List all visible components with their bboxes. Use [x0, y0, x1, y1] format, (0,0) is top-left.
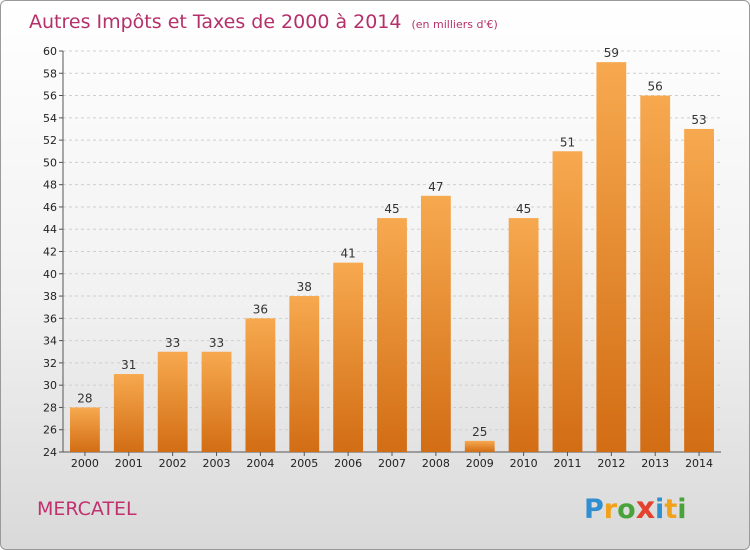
logo-letter: t — [664, 494, 677, 525]
y-tick-label: 48 — [43, 179, 57, 192]
logo-letter: i — [655, 494, 664, 525]
bar-2013 — [640, 95, 671, 453]
value-label-2002: 33 — [165, 336, 180, 350]
proxiti-logo[interactable]: Proxiti — [584, 491, 687, 526]
logo-letter: i — [677, 494, 686, 525]
bar-2010 — [508, 218, 539, 452]
x-tick-label-2001: 2001 — [115, 457, 143, 470]
x-tick-label-2010: 2010 — [510, 457, 538, 470]
y-tick-label: 36 — [43, 312, 57, 325]
x-tick-label-2007: 2007 — [378, 457, 406, 470]
value-label-2001: 31 — [121, 358, 136, 372]
y-tick-label: 32 — [43, 357, 57, 370]
y-tick-label: 28 — [43, 401, 57, 414]
y-tick-label: 60 — [43, 45, 57, 58]
x-tick-label-2008: 2008 — [422, 457, 450, 470]
value-label-2003: 33 — [209, 336, 224, 350]
value-label-2008: 47 — [428, 180, 443, 194]
value-label-2009: 25 — [472, 425, 487, 439]
value-label-2007: 45 — [384, 202, 399, 216]
y-tick-label: 52 — [43, 134, 57, 147]
value-label-2005: 38 — [297, 280, 312, 294]
y-tick-label: 50 — [43, 156, 57, 169]
bar-2005 — [289, 296, 320, 452]
value-label-2014: 53 — [691, 113, 706, 127]
x-tick-label-2006: 2006 — [334, 457, 362, 470]
x-tick-label-2005: 2005 — [290, 457, 318, 470]
bar-2012 — [596, 62, 627, 453]
x-tick-label-2013: 2013 — [641, 457, 669, 470]
value-label-2013: 56 — [648, 80, 663, 94]
logo-letter: P — [584, 494, 604, 525]
commune-name: MERCATEL — [37, 498, 137, 520]
y-tick-label: 34 — [43, 335, 57, 348]
y-tick-label: 30 — [43, 379, 57, 392]
x-tick-label-2000: 2000 — [71, 457, 99, 470]
chart-subtitle: (en milliers d'€) — [412, 18, 498, 31]
y-tick-label: 46 — [43, 201, 57, 214]
x-tick-label-2004: 2004 — [246, 457, 274, 470]
y-tick-label: 42 — [43, 246, 57, 259]
value-label-2006: 41 — [340, 247, 355, 261]
bars — [70, 62, 714, 453]
bar-2014 — [684, 128, 714, 452]
bar-2002 — [157, 351, 188, 452]
x-tick-label-2003: 2003 — [203, 457, 231, 470]
y-tick-label: 58 — [43, 67, 57, 80]
x-tick-label-2011: 2011 — [553, 457, 581, 470]
bar-2007 — [377, 218, 407, 452]
bar-2008 — [420, 195, 451, 453]
x-tick-label-2002: 2002 — [159, 457, 187, 470]
bar-2004 — [245, 318, 276, 452]
bar-2006 — [333, 262, 364, 452]
bar-2009 — [464, 440, 495, 452]
y-tick-label: 40 — [43, 268, 57, 281]
bar-2000 — [70, 407, 100, 452]
y-tick-label: 56 — [43, 90, 57, 103]
value-labels: 28 31 33 33 36 38 41 45 47 25 45 51 59 56 53 — [77, 46, 706, 439]
x-tick-label-2014: 2014 — [685, 457, 713, 470]
x-tick-label-2012: 2012 — [597, 457, 625, 470]
y-tick-label: 26 — [43, 424, 57, 437]
bar-2003 — [201, 351, 232, 452]
value-label-2012: 59 — [604, 46, 619, 60]
logo-letter: r — [604, 494, 618, 525]
bar-2011 — [552, 151, 583, 452]
x-tick-label-2009: 2009 — [466, 457, 494, 470]
value-label-2010: 45 — [516, 202, 531, 216]
y-tick-label: 24 — [43, 446, 57, 459]
chart-title: Autres Impôts et Taxes de 2000 à 2014 (en… — [29, 11, 498, 33]
y-tick-label: 54 — [43, 112, 57, 125]
y-tick-label: 44 — [43, 223, 57, 236]
chart-title-text: Autres Impôts et Taxes de 2000 à 2014 — [29, 11, 402, 33]
value-label-2000: 28 — [77, 391, 92, 405]
value-label-2004: 36 — [253, 302, 268, 316]
value-label-2011: 51 — [560, 135, 575, 149]
y-tick-label: 38 — [43, 290, 57, 303]
bar-2001 — [113, 374, 144, 452]
logo-letter: x — [636, 491, 655, 526]
tick-labels: 24 26 28 30 32 34 36 38 40 42 44 46 48 50 52 54 56 58 60 20… — [43, 45, 713, 470]
logo-letter: o — [617, 494, 636, 525]
